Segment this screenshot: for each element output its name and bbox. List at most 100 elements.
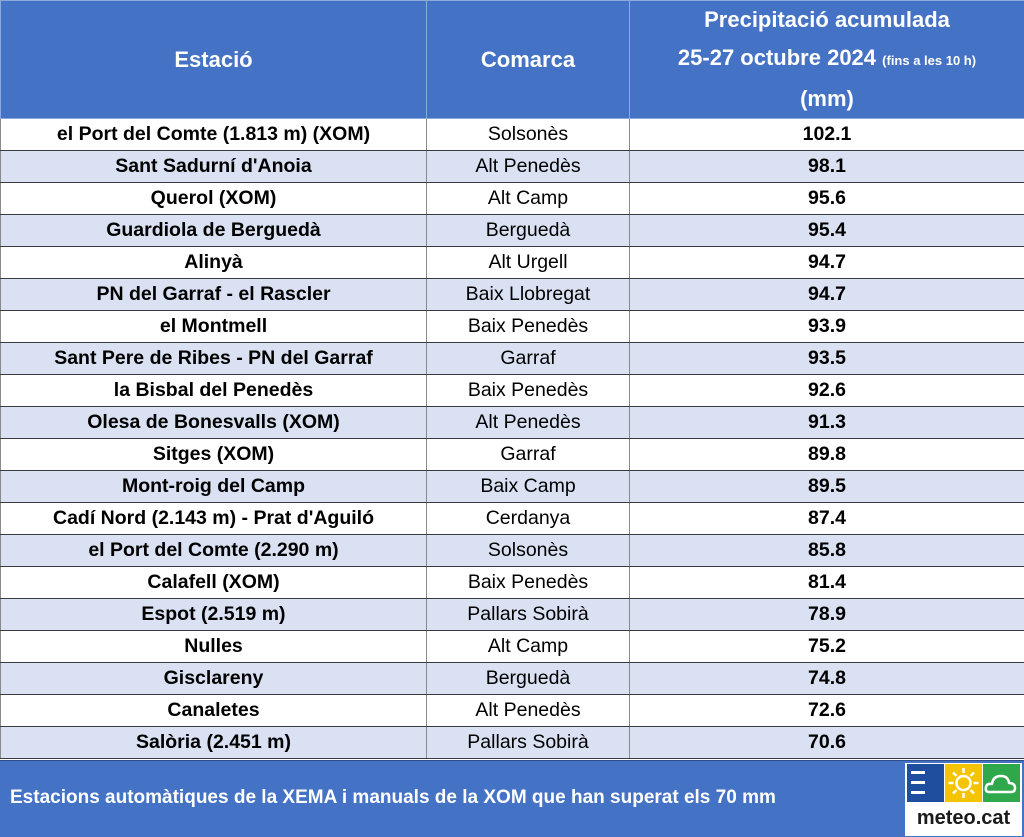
table-row: el Port del Comte (1.813 m) (XOM) Solsonè… <box>0 118 1024 151</box>
comarca-cell: Pallars Sobirà <box>426 598 630 631</box>
meteocat-logo: meteo.cat <box>905 763 1022 836</box>
table-row: Alinyà Alt Urgell 94.7 <box>0 246 1024 279</box>
precipitation-cell: 98.1 <box>629 150 1024 183</box>
comarca-cell: Berguedà <box>426 662 630 695</box>
precipitation-cell: 92.6 <box>629 374 1024 407</box>
header-station: Estació <box>0 0 427 119</box>
precipitation-cell: 70.6 <box>629 726 1024 759</box>
table-row: Canaletes Alt Penedès 72.6 <box>0 694 1024 727</box>
comarca-cell: Cerdanya <box>426 502 630 535</box>
cloud-icon <box>983 764 1020 802</box>
comarca-cell: Alt Penedès <box>426 694 630 727</box>
station-cell: Olesa de Bonesvalls (XOM) <box>0 406 427 439</box>
station-cell: PN del Garraf - el Rascler <box>0 278 427 311</box>
comarca-cell: Baix Penedès <box>426 310 630 343</box>
precipitation-cell: 93.9 <box>629 310 1024 343</box>
comarca-cell: Garraf <box>426 438 630 471</box>
table-row: Calafell (XOM) Baix Penedès 81.4 <box>0 566 1024 599</box>
station-cell: el Montmell <box>0 310 427 343</box>
table-row: Guardiola de Berguedà Berguedà 95.4 <box>0 214 1024 247</box>
table-row: Sant Pere de Ribes - PN del Garraf Garraf… <box>0 342 1024 375</box>
precipitation-cell: 95.4 <box>629 214 1024 247</box>
comarca-cell: Baix Llobregat <box>426 278 630 311</box>
header-comarca: Comarca <box>426 0 630 119</box>
table-row: Gisclareny Berguedà 74.8 <box>0 662 1024 695</box>
header-precip-title: Precipitació acumulada <box>704 7 950 32</box>
station-cell: Querol (XOM) <box>0 182 427 215</box>
table-row: Sitges (XOM) Garraf 89.8 <box>0 438 1024 471</box>
station-cell: el Port del Comte (1.813 m) (XOM) <box>0 118 427 151</box>
precipitation-cell: 89.5 <box>629 470 1024 503</box>
footer-caption: Estacions automàtiques de la XEMA i manu… <box>10 787 776 808</box>
footer-banner: Estacions automàtiques de la XEMA i manu… <box>0 760 1024 837</box>
comarca-cell: Alt Camp <box>426 182 630 215</box>
table-body: el Port del Comte (1.813 m) (XOM) Solsonè… <box>0 118 1024 759</box>
comarca-cell: Baix Penedès <box>426 374 630 407</box>
comarca-cell: Alt Penedès <box>426 150 630 183</box>
table-row: la Bisbal del Penedès Baix Penedès 92.6 <box>0 374 1024 407</box>
table-row: Olesa de Bonesvalls (XOM) Alt Penedès 91.3 <box>0 406 1024 439</box>
comarca-cell: Berguedà <box>426 214 630 247</box>
precipitation-cell: 85.8 <box>629 534 1024 567</box>
station-cell: la Bisbal del Penedès <box>0 374 427 407</box>
header-precip-unit: (mm) <box>800 86 854 111</box>
precipitation-cell: 81.4 <box>629 566 1024 599</box>
station-cell: Canaletes <box>0 694 427 727</box>
comarca-cell: Pallars Sobirà <box>426 726 630 759</box>
comarca-cell: Alt Urgell <box>426 246 630 279</box>
station-cell: Sant Sadurní d'Anoia <box>0 150 427 183</box>
table-row: Querol (XOM) Alt Camp 95.6 <box>0 182 1024 215</box>
header-precipitation: Precipitació acumulada 25-27 octubre 202… <box>629 0 1024 119</box>
header-precip-period: 25-27 octubre 2024 (fins a les 10 h) <box>630 39 1024 80</box>
precipitation-cell: 94.7 <box>629 278 1024 311</box>
station-cell: Espot (2.519 m) <box>0 598 427 631</box>
station-cell: el Port del Comte (2.290 m) <box>0 534 427 567</box>
station-cell: Cadí Nord (2.143 m) - Prat d'Aguiló <box>0 502 427 535</box>
station-cell: Alinyà <box>0 246 427 279</box>
precipitation-cell: 102.1 <box>629 118 1024 151</box>
logo-text: meteo.cat <box>916 807 1011 829</box>
table-row: Mont-roig del Camp Baix Camp 89.5 <box>0 470 1024 503</box>
menu-icon <box>907 764 944 802</box>
station-cell: Nulles <box>0 630 427 663</box>
comarca-cell: Solsonès <box>426 534 630 567</box>
table-row: el Port del Comte (2.290 m) Solsonès 85.8 <box>0 534 1024 567</box>
station-cell: Gisclareny <box>0 662 427 695</box>
header-precip-until: (fins a les 10 h) <box>882 53 977 68</box>
table-row: el Montmell Baix Penedès 93.9 <box>0 310 1024 343</box>
comarca-cell: Garraf <box>426 342 630 375</box>
precipitation-cell: 91.3 <box>629 406 1024 439</box>
station-cell: Mont-roig del Camp <box>0 470 427 503</box>
precipitation-cell: 87.4 <box>629 502 1024 535</box>
table-row: Espot (2.519 m) Pallars Sobirà 78.9 <box>0 598 1024 631</box>
precipitation-cell: 95.6 <box>629 182 1024 215</box>
station-cell: Calafell (XOM) <box>0 566 427 599</box>
precipitation-cell: 93.5 <box>629 342 1024 375</box>
comarca-cell: Baix Camp <box>426 470 630 503</box>
precipitation-cell: 89.8 <box>629 438 1024 471</box>
comarca-cell: Baix Penedès <box>426 566 630 599</box>
table-row: Sant Sadurní d'Anoia Alt Penedès 98.1 <box>0 150 1024 183</box>
table-row: Nulles Alt Camp 75.2 <box>0 630 1024 663</box>
table-row: PN del Garraf - el Rascler Baix Llobregat… <box>0 278 1024 311</box>
precipitation-cell: 74.8 <box>629 662 1024 695</box>
precipitation-cell: 94.7 <box>629 246 1024 279</box>
table-row: Cadí Nord (2.143 m) - Prat d'Aguiló Cerda… <box>0 502 1024 535</box>
station-cell: Sant Pere de Ribes - PN del Garraf <box>0 342 427 375</box>
station-cell: Guardiola de Berguedà <box>0 214 427 247</box>
precipitation-cell: 75.2 <box>629 630 1024 663</box>
comarca-cell: Solsonès <box>426 118 630 151</box>
header-precip-dates: 25-27 octubre 2024 <box>677 45 877 70</box>
precipitation-cell: 78.9 <box>629 598 1024 631</box>
comarca-cell: Alt Camp <box>426 630 630 663</box>
station-cell: Salòria (2.451 m) <box>0 726 427 759</box>
table-row: Salòria (2.451 m) Pallars Sobirà 70.6 <box>0 726 1024 759</box>
table-header-row: Estació Comarca Precipitació acumulada 2… <box>0 0 1024 119</box>
logo-icons <box>907 764 1020 802</box>
precipitation-cell: 72.6 <box>629 694 1024 727</box>
comarca-cell: Alt Penedès <box>426 406 630 439</box>
station-cell: Sitges (XOM) <box>0 438 427 471</box>
precipitation-table: Estació Comarca Precipitació acumulada 2… <box>0 0 1024 759</box>
sun-icon <box>945 764 982 802</box>
